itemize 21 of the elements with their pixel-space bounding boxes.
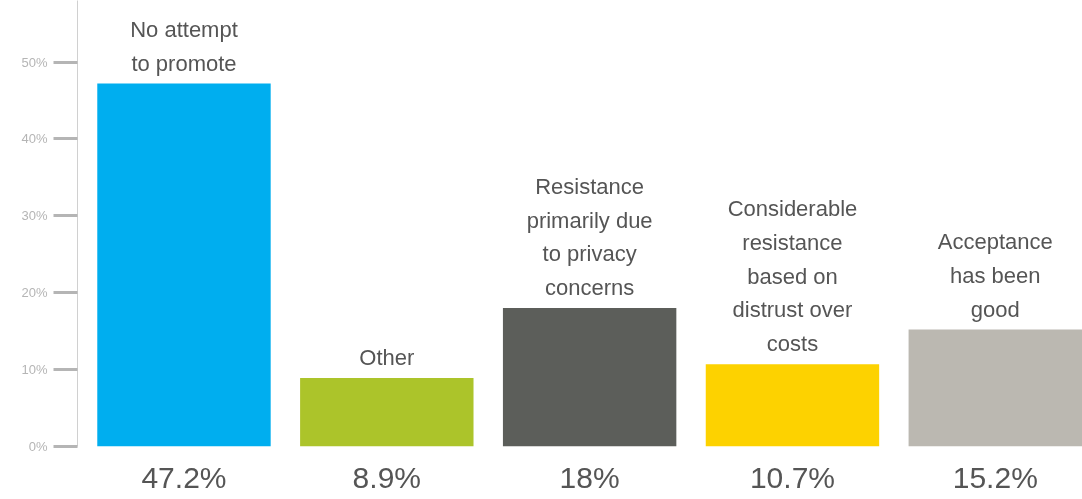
data-label: 18%: [559, 460, 620, 494]
y-tick-label: 50%: [21, 54, 48, 70]
data-label: 47.2%: [141, 460, 227, 494]
x-tick-label: Resistance primarily due to privacy concerns: [526, 173, 653, 301]
bar: [502, 308, 677, 447]
x-tick-label: Considerable resistance based on distrust over costs: [727, 196, 858, 357]
bar: [908, 329, 1082, 447]
data-label: 10.7%: [749, 460, 836, 494]
bar: [97, 83, 271, 447]
x-tick-label: Other: [359, 345, 415, 371]
data-label: 8.9%: [352, 460, 422, 494]
x-tick-label: No attempt to promote: [130, 16, 238, 76]
y-tick-label: 40%: [21, 131, 48, 147]
y-tick-label: 20%: [21, 285, 48, 301]
y-tick-label: 10%: [21, 362, 48, 378]
y-tick-label: 0%: [28, 439, 48, 454]
data-label: 15.2%: [952, 460, 1038, 494]
bar: [705, 364, 880, 447]
y-tick-label: 30%: [21, 208, 48, 224]
x-tick-label: Acceptance has been good: [937, 229, 1053, 322]
bar: [300, 378, 474, 447]
